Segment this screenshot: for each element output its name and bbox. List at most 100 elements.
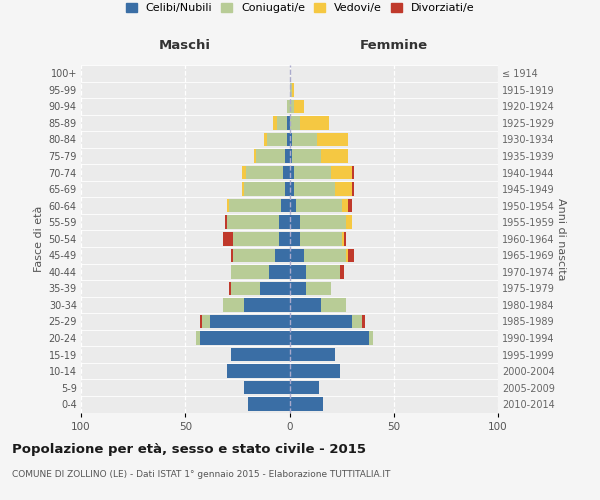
Y-axis label: Anni di nascita: Anni di nascita [556, 198, 566, 280]
Bar [227, 364, 290, 378]
Bar [279, 232, 290, 245]
Bar [231, 282, 260, 295]
Bar [290, 314, 352, 328]
Text: Femmine: Femmine [359, 39, 428, 52]
Bar [283, 166, 290, 179]
Bar [273, 116, 277, 130]
Bar [290, 166, 293, 179]
Bar [344, 232, 346, 245]
Bar [229, 199, 281, 212]
Bar [254, 149, 256, 163]
Bar [290, 199, 296, 212]
Bar [275, 248, 290, 262]
Bar [292, 149, 321, 163]
Bar [265, 132, 266, 146]
Bar [348, 199, 352, 212]
Bar [279, 216, 290, 229]
Bar [304, 248, 346, 262]
Bar [287, 116, 290, 130]
Bar [290, 381, 319, 394]
Bar [293, 166, 331, 179]
Bar [231, 265, 269, 278]
Bar [200, 314, 202, 328]
Text: COMUNE DI ZOLLINO (LE) - Dati ISTAT 1° gennaio 2015 - Elaborazione TUTTITALIA.IT: COMUNE DI ZOLLINO (LE) - Dati ISTAT 1° g… [12, 470, 391, 479]
Bar [286, 149, 290, 163]
Bar [242, 166, 246, 179]
Bar [287, 132, 290, 146]
Bar [340, 265, 344, 278]
Bar [290, 232, 300, 245]
Bar [306, 265, 340, 278]
Bar [290, 100, 293, 113]
Bar [223, 298, 244, 312]
Y-axis label: Fasce di età: Fasce di età [34, 206, 44, 272]
Bar [300, 232, 341, 245]
Bar [331, 166, 352, 179]
Bar [369, 332, 373, 345]
Bar [256, 149, 286, 163]
Bar [246, 166, 283, 179]
Bar [290, 149, 292, 163]
Bar [290, 332, 369, 345]
Bar [231, 248, 233, 262]
Bar [290, 216, 300, 229]
Bar [231, 348, 290, 362]
Bar [300, 216, 346, 229]
Bar [290, 348, 335, 362]
Bar [233, 232, 279, 245]
Bar [244, 298, 290, 312]
Bar [341, 199, 348, 212]
Bar [248, 398, 290, 411]
Bar [293, 182, 335, 196]
Bar [196, 332, 200, 345]
Bar [317, 132, 348, 146]
Bar [223, 232, 233, 245]
Bar [290, 182, 293, 196]
Bar [244, 381, 290, 394]
Bar [281, 199, 290, 212]
Bar [210, 314, 290, 328]
Bar [290, 398, 323, 411]
Bar [290, 83, 292, 96]
Bar [293, 100, 304, 113]
Text: Maschi: Maschi [159, 39, 211, 52]
Bar [335, 182, 352, 196]
Legend: Celibi/Nubili, Coniugati/e, Vedovi/e, Divorziati/e: Celibi/Nubili, Coniugati/e, Vedovi/e, Di… [124, 0, 476, 16]
Bar [290, 298, 321, 312]
Bar [269, 265, 290, 278]
Bar [348, 248, 354, 262]
Bar [290, 248, 304, 262]
Bar [352, 182, 354, 196]
Bar [362, 314, 365, 328]
Bar [290, 265, 306, 278]
Bar [200, 332, 290, 345]
Bar [287, 100, 290, 113]
Bar [290, 364, 340, 378]
Bar [202, 314, 210, 328]
Bar [296, 199, 341, 212]
Bar [229, 282, 231, 295]
Bar [242, 182, 244, 196]
Bar [292, 132, 317, 146]
Bar [290, 132, 292, 146]
Bar [321, 298, 346, 312]
Bar [306, 282, 331, 295]
Bar [292, 83, 293, 96]
Bar [352, 166, 354, 179]
Bar [260, 282, 290, 295]
Bar [346, 216, 352, 229]
Text: Popolazione per età, sesso e stato civile - 2015: Popolazione per età, sesso e stato civil… [12, 442, 366, 456]
Bar [341, 232, 344, 245]
Bar [286, 182, 290, 196]
Bar [346, 248, 348, 262]
Bar [227, 216, 279, 229]
Bar [244, 182, 286, 196]
Bar [300, 116, 329, 130]
Bar [290, 282, 306, 295]
Bar [277, 116, 287, 130]
Bar [321, 149, 348, 163]
Bar [352, 314, 362, 328]
Bar [266, 132, 287, 146]
Bar [225, 216, 227, 229]
Bar [227, 199, 229, 212]
